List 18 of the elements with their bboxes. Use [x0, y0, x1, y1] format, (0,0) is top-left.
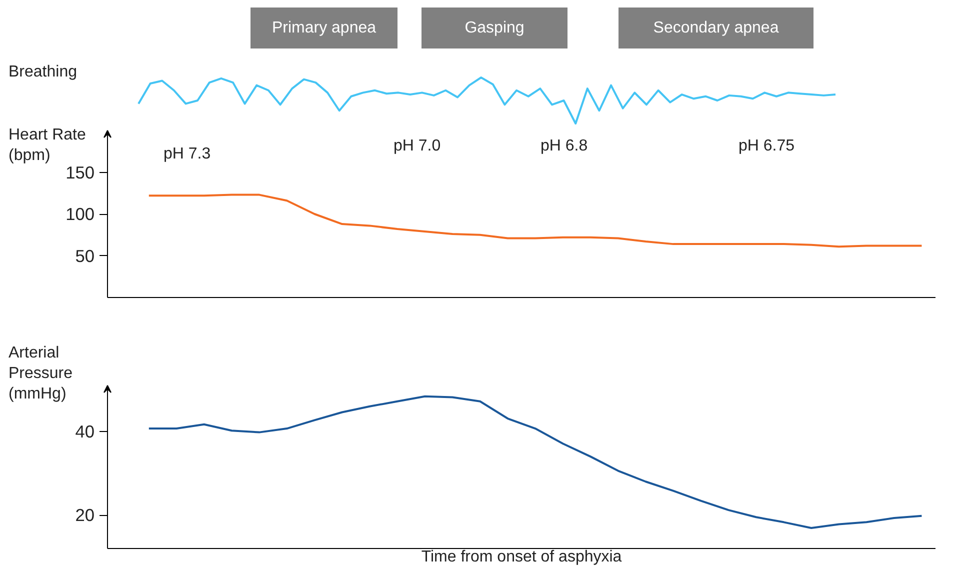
- y-tick-label: 40: [75, 421, 95, 442]
- annotation: pH 6.75: [738, 138, 795, 154]
- y-tick-label: 150: [66, 162, 95, 182]
- annotation: pH 7.3: [164, 146, 211, 162]
- text: Primary apnea: [272, 20, 376, 36]
- y-axis-title: Arterial Pressure (mmHg): [8, 344, 73, 402]
- y-tick-label: 20: [75, 505, 95, 526]
- line-series: [148, 194, 923, 248]
- annotation: pH 6.8: [540, 138, 588, 154]
- y-tick-label: 100: [66, 204, 95, 224]
- text: Gasping: [464, 20, 524, 36]
- text: Secondary apnea: [653, 20, 779, 36]
- y-tick-label: 50: [75, 246, 95, 266]
- x-axis-title: Time from onset of asphyxia: [421, 548, 622, 566]
- line-series: [148, 395, 923, 530]
- y-axis-title: Heart Rate (bpm): [8, 126, 86, 164]
- annotation: pH 7.0: [394, 138, 441, 154]
- y-axis-title: Breathing: [8, 64, 77, 80]
